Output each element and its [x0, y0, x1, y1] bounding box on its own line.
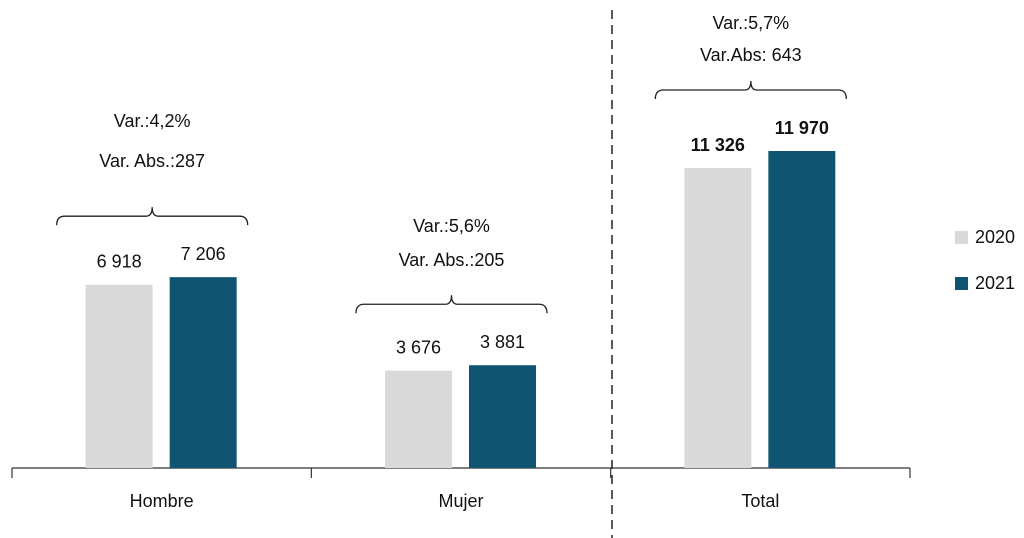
x-tick-label: Hombre: [130, 491, 194, 511]
legend-label: 2020: [975, 227, 1015, 247]
annotation: Var. Abs.:287: [99, 151, 205, 171]
bar: [768, 151, 836, 468]
bar: [169, 277, 237, 468]
value-label: 11 970: [775, 118, 829, 138]
brace: [654, 80, 847, 100]
brace: [56, 207, 249, 226]
value-label: 6 918: [97, 252, 142, 272]
value-label: 11 326: [691, 135, 745, 155]
annotation: Var.:4,2%: [114, 111, 191, 131]
annotation: Var.Abs: 643: [700, 45, 802, 65]
bar: [85, 284, 153, 468]
bar: [385, 370, 452, 468]
value-label: 3 881: [480, 332, 525, 352]
legend-label: 2021: [975, 273, 1015, 293]
annotation: Var.:5,6%: [413, 216, 490, 236]
annotation: Var. Abs.:205: [399, 250, 505, 270]
bar: [684, 168, 752, 468]
value-label: 3 676: [396, 337, 441, 357]
legend-swatch: [955, 277, 968, 290]
value-label: 7 206: [181, 244, 226, 264]
x-tick-label: Mujer: [438, 491, 483, 511]
bar: [469, 365, 536, 468]
annotation: Var.:5,7%: [712, 13, 789, 33]
legend-swatch: [955, 231, 968, 244]
brace: [355, 295, 548, 314]
x-tick-label: Total: [741, 491, 779, 511]
